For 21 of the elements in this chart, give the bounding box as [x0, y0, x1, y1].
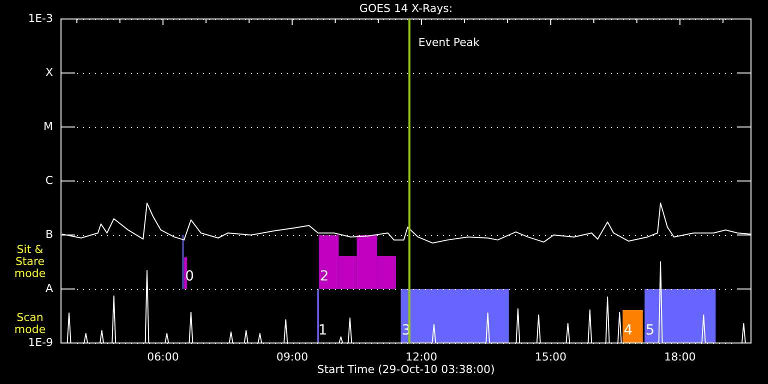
- y-tick-label: B: [45, 228, 53, 241]
- y-tick-label: A: [45, 282, 54, 295]
- band-label: 2: [320, 268, 329, 285]
- x-tick-label: 09:00: [276, 350, 308, 364]
- ref-line-label: Event Peak: [418, 36, 480, 49]
- y-tick-label: 1E-9: [28, 336, 53, 349]
- x-tick-label: 12:00: [406, 350, 438, 364]
- x-axis-title: Start Time (29-Oct-10 03:38:00): [317, 362, 495, 376]
- y-tick-label: X: [45, 66, 54, 79]
- y-tick-label: 1E-3: [28, 12, 53, 25]
- text: Sit & Stare mode: [14, 242, 46, 280]
- x-tick-label: 06:00: [147, 350, 179, 364]
- y-tick-label: C: [45, 174, 54, 187]
- x-tick-label: 15:00: [534, 350, 567, 364]
- text: Scan mode: [14, 310, 46, 336]
- band-label: 1: [318, 322, 328, 339]
- x-tick-label: 18:00: [664, 350, 696, 364]
- y-tick-label: M: [44, 120, 53, 133]
- band-label: 4: [624, 322, 633, 339]
- band-label: 5: [646, 322, 655, 339]
- chart-title: GOES 14 X-Rays:: [359, 2, 453, 15]
